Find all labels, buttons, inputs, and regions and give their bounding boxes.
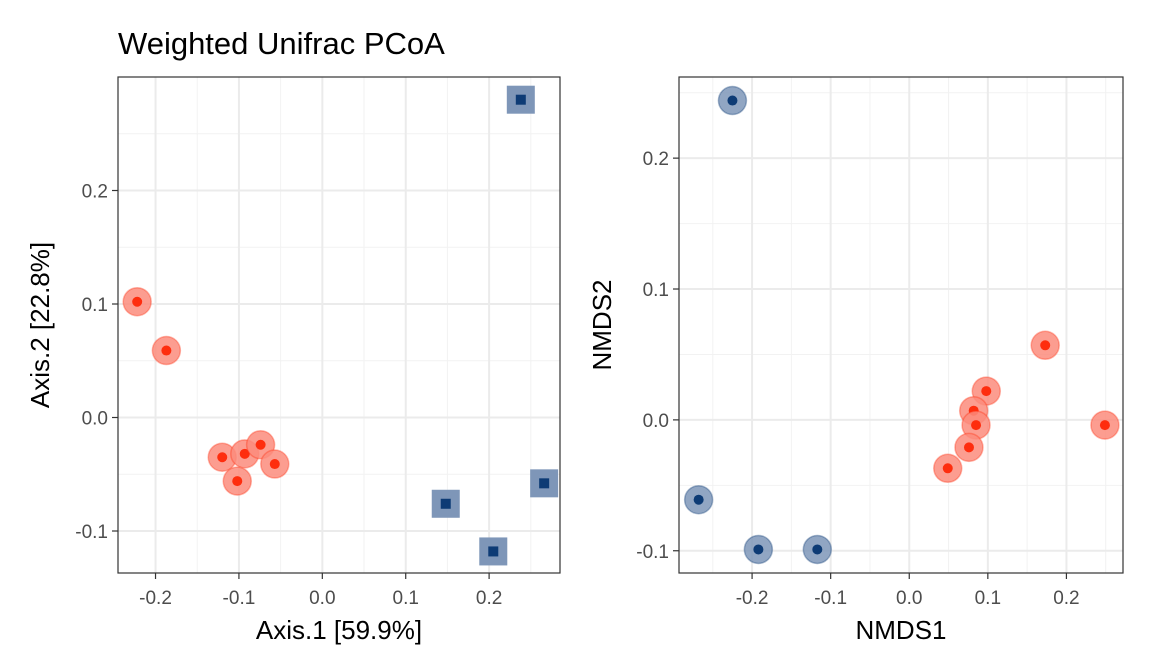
nmds-series-0-point-3	[812, 544, 823, 555]
pcoa-y-tick-label: 0.2	[82, 182, 108, 203]
nmds-panel: -0.2 -0.1 0.0 0.1 0.2 -0.1 0.0 0.1 0.2 NMDS1 NMDS2	[587, 76, 1124, 645]
pcoa-x-tick-label: 0.0	[309, 588, 335, 609]
nmds-panel-border	[678, 76, 1124, 574]
pcoa-panel: -0.2 -0.1 0.0 0.1 0.2 -0.1 0.0 0.1 0.2 Axis.1 [59…	[25, 76, 561, 645]
pcoa-x-tick-label: -0.2	[139, 588, 172, 609]
nmds-x-axis-title: NMDS1	[855, 615, 946, 645]
nmds-y-tick-label: -0.1	[636, 542, 669, 563]
nmds-background	[679, 77, 1123, 573]
pcoa-series-0-point-1	[161, 345, 172, 356]
pcoa-series-0-point-3	[239, 448, 250, 459]
pcoa-series-1-point-2	[440, 498, 451, 509]
nmds-y-tick-label: 0.1	[643, 280, 669, 301]
pcoa-panel-border	[117, 76, 561, 574]
pcoa-y-axis-title: Axis.2 [22.8%]	[25, 242, 55, 408]
pcoa-series-0-point-5	[269, 459, 280, 470]
pcoa-series-1-point-1	[539, 478, 550, 489]
pcoa-series-0-point-6	[232, 476, 243, 487]
nmds-y-axis-title: NMDS2	[587, 279, 617, 370]
pcoa-series-0-point-4	[255, 439, 266, 450]
pcoa-series-1-point-3	[488, 546, 499, 557]
pcoa-x-tick-label: 0.1	[393, 588, 419, 609]
nmds-series-1-point-5	[963, 442, 974, 453]
nmds-series-0-point-1	[693, 494, 704, 505]
nmds-series-1-point-0	[1040, 340, 1051, 351]
nmds-series-0-point-2	[753, 544, 764, 555]
nmds-x-tick-label: -0.2	[736, 588, 769, 609]
nmds-x-tick-label: 0.1	[975, 588, 1001, 609]
pcoa-x-tick-label: 0.2	[476, 588, 502, 609]
nmds-y-tick-label: 0.2	[643, 149, 669, 170]
pcoa-y-tick-label: 0.1	[82, 295, 108, 316]
pcoa-x-tick-label: -0.1	[223, 588, 256, 609]
pcoa-series-0-point-2	[217, 452, 228, 463]
pcoa-x-axis-title: Axis.1 [59.9%]	[256, 615, 422, 645]
pcoa-background	[118, 77, 560, 573]
nmds-x-tick-label: 0.0	[896, 588, 922, 609]
pcoa-series-0-point-0	[132, 296, 143, 307]
nmds-series-1-point-3	[971, 420, 982, 431]
nmds-series-1-point-4	[1099, 420, 1110, 431]
nmds-y-tick-label: 0.0	[643, 411, 669, 432]
nmds-series-1-point-6	[942, 463, 953, 474]
nmds-series-1-point-1	[981, 386, 992, 397]
pcoa-y-tick-label: -0.1	[75, 522, 108, 543]
nmds-x-tick-label: -0.1	[814, 588, 847, 609]
nmds-series-0-point-0	[727, 95, 738, 106]
chart-title: Weighted Unifrac PCoA	[118, 26, 445, 61]
pcoa-y-tick-label: 0.0	[82, 409, 108, 430]
pcoa-series-1-point-0	[515, 94, 526, 105]
nmds-x-tick-label: 0.2	[1053, 588, 1079, 609]
